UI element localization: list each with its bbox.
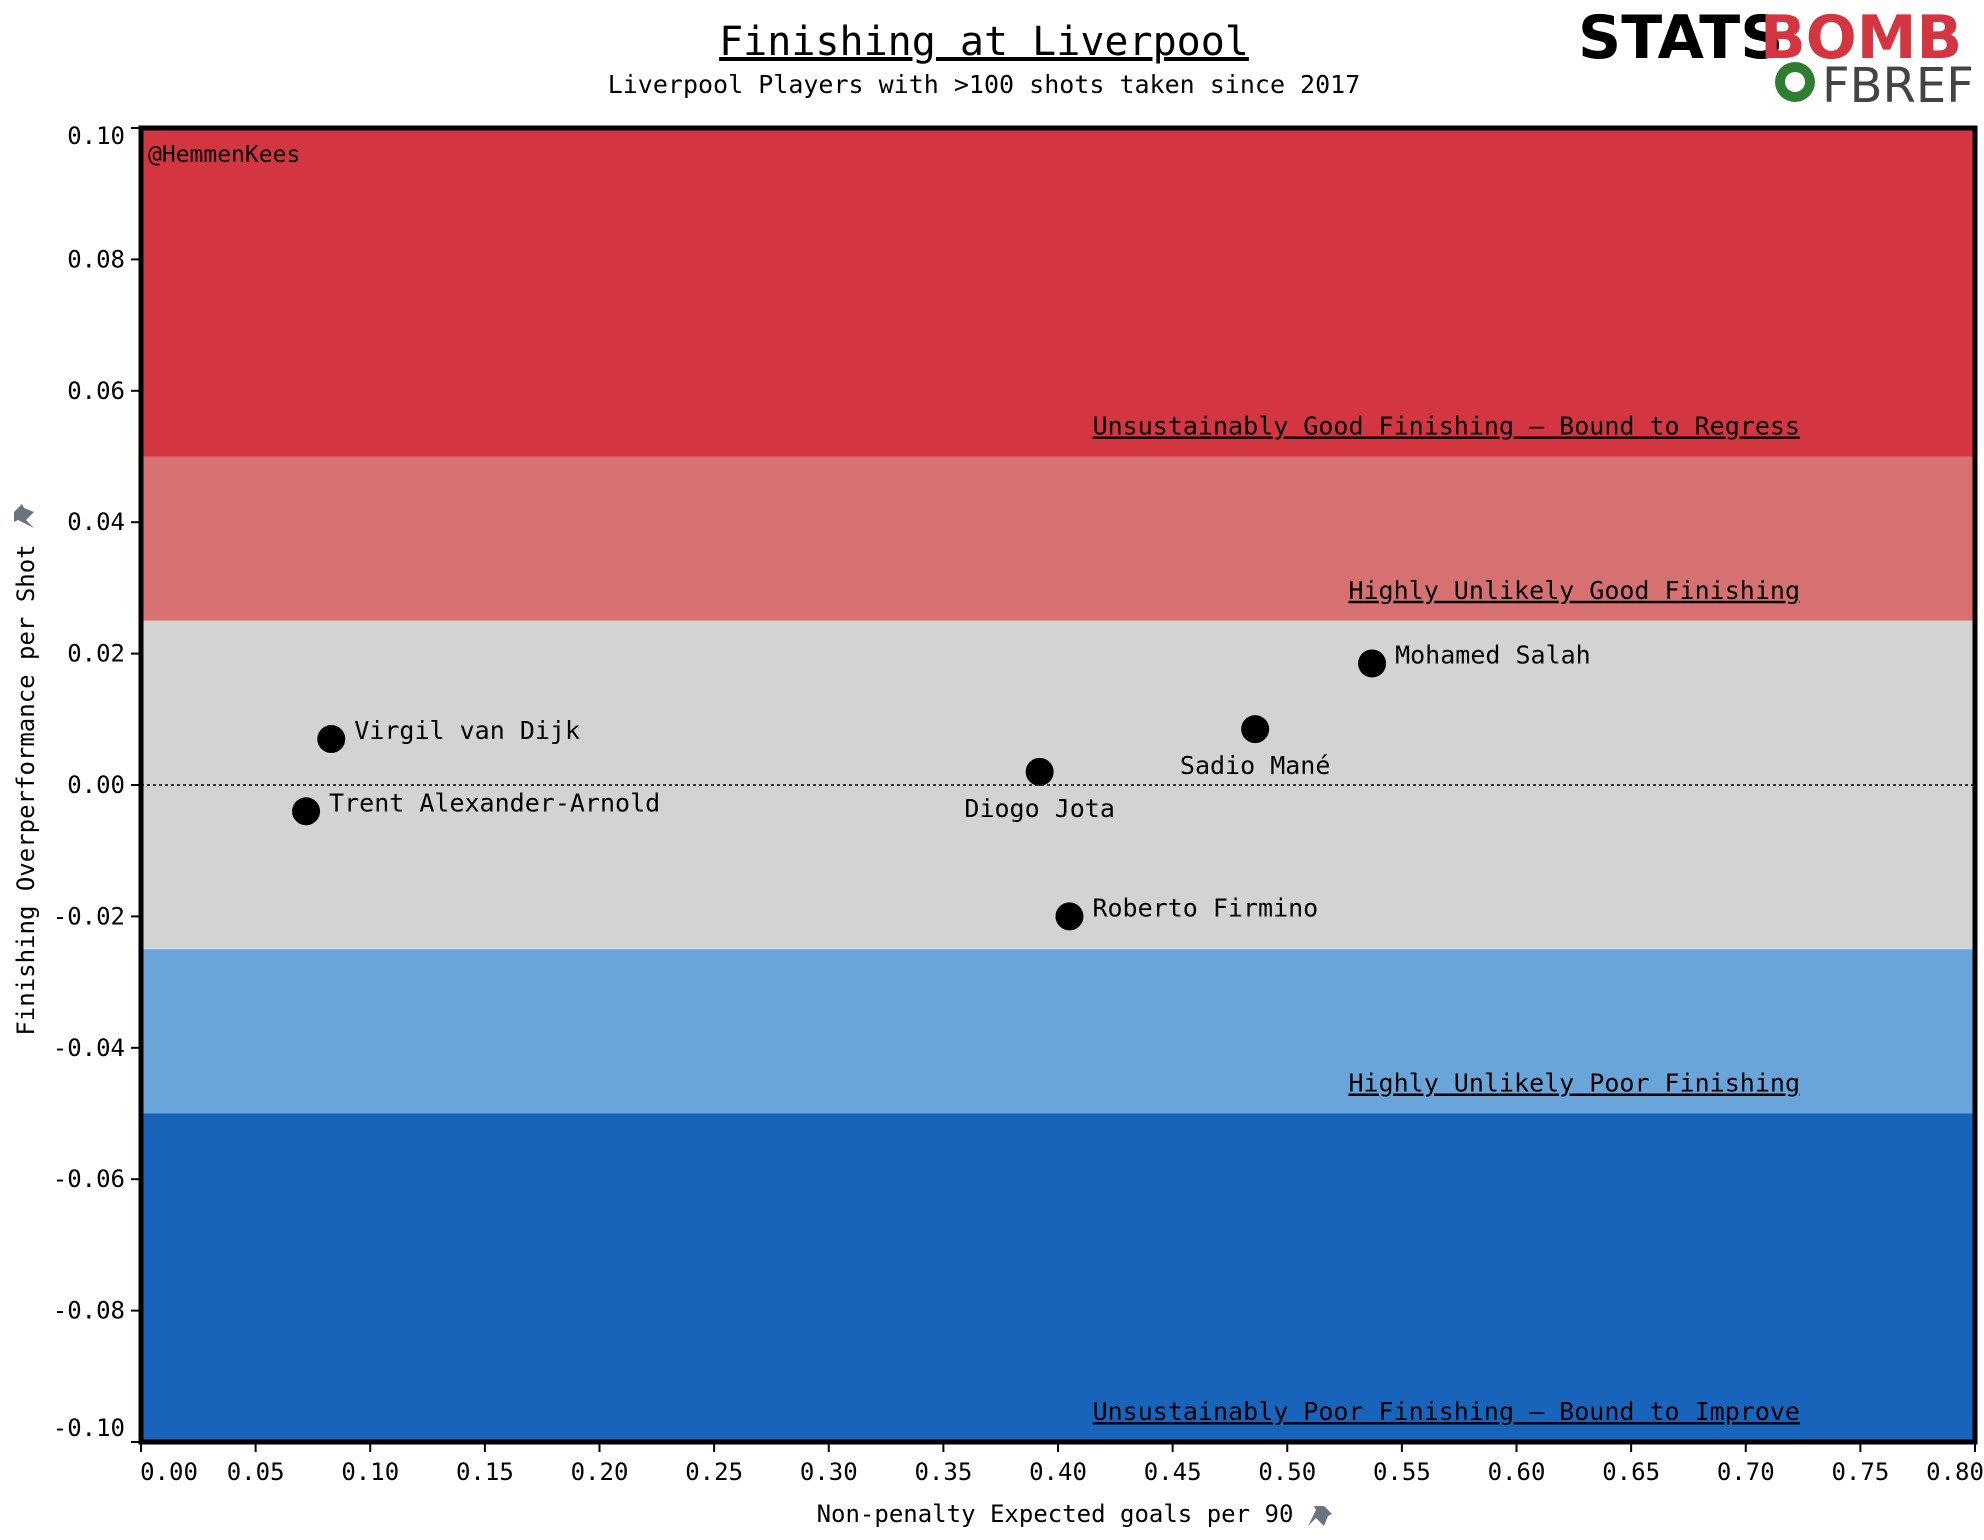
- point-label-1: Trent Alexander-Arnold: [329, 788, 660, 817]
- x-pin-icon: [1308, 1506, 1332, 1526]
- point-5: [1358, 649, 1387, 678]
- y-tick-label-10: -0.10: [53, 1414, 125, 1442]
- y-tick-label-3: 0.04: [67, 508, 125, 536]
- point-label-5: Mohamed Salah: [1395, 640, 1591, 669]
- x-tick-label-7: 0.35: [914, 1458, 972, 1486]
- logo-stats-text: STATS: [1578, 3, 1783, 73]
- y-tick-label-0: 0.10: [67, 122, 125, 150]
- x-tick-label-3: 0.15: [456, 1458, 514, 1486]
- statsbomb-fbref-logo: STATS BOMB FBREF: [1578, 3, 1974, 114]
- band-label-1: Highly Unlikely Good Finishing: [1348, 576, 1800, 605]
- band-label-3: Highly Unlikely Poor Finishing: [1348, 1069, 1800, 1098]
- point-label-2: Diogo Jota: [964, 794, 1115, 823]
- x-tick-label-2: 0.10: [341, 1458, 399, 1486]
- logo-bomb-text: BOMB: [1760, 3, 1962, 73]
- band-1: [141, 456, 1975, 621]
- x-tick-label-4: 0.20: [571, 1458, 629, 1486]
- band-0: [141, 128, 1975, 457]
- point-4: [1241, 715, 1270, 744]
- x-axis-label: Non-penalty Expected goals per 90: [817, 1500, 1294, 1528]
- y-axis-label: Finishing Overperformance per Shot: [12, 544, 40, 1035]
- x-tick-label-0: 0.00: [140, 1458, 198, 1486]
- chart-subtitle: Liverpool Players with >100 shots taken …: [608, 70, 1361, 99]
- bands-layer: [141, 128, 1975, 1442]
- x-tick-label-12: 0.60: [1488, 1458, 1546, 1486]
- y-tick-label-6: -0.02: [53, 902, 125, 930]
- logo-fbref-text: FBREF: [1822, 58, 1974, 114]
- y-tick-label-4: 0.02: [67, 640, 125, 668]
- band-label-0: Unsustainably Good Finishing – Bound to …: [1093, 412, 1800, 441]
- point-1: [292, 797, 321, 826]
- x-tick-label-8: 0.40: [1029, 1458, 1087, 1486]
- chart-title: Finishing at Liverpool: [719, 19, 1249, 65]
- band-4: [141, 1113, 1975, 1442]
- point-label-0: Virgil van Dijk: [354, 716, 580, 745]
- x-tick-label-15: 0.75: [1831, 1458, 1889, 1486]
- x-tick-label-9: 0.45: [1144, 1458, 1202, 1486]
- ticks-layer: 0.00 0.05 0.10 0.15 0.20 0.25 0.30 0.35 0.40 0.45…: [53, 122, 1984, 1486]
- y-tick-label-1: 0.08: [67, 245, 125, 273]
- point-label-3: Roberto Firmino: [1092, 893, 1318, 922]
- band-labels-layer: Unsustainably Good Finishing – Bound to …: [1093, 412, 1800, 1427]
- band-3: [141, 949, 1975, 1114]
- y-tick-label-7: -0.04: [53, 1034, 125, 1062]
- plot-frame: [138, 125, 1978, 1445]
- y-tick-label-2: 0.06: [67, 377, 125, 405]
- y-tick-label-9: -0.08: [53, 1297, 125, 1325]
- x-tick-label-14: 0.70: [1717, 1458, 1775, 1486]
- x-tick-label-10: 0.50: [1258, 1458, 1316, 1486]
- x-tick-label-13: 0.65: [1602, 1458, 1660, 1486]
- y-tick-label-8: -0.06: [53, 1165, 125, 1193]
- x-tick-label-11: 0.55: [1373, 1458, 1431, 1486]
- football-icon: [1775, 62, 1815, 102]
- x-tick-label-6: 0.30: [800, 1458, 858, 1486]
- x-tick-label-5: 0.25: [685, 1458, 743, 1486]
- author-handle: @HemmenKees: [148, 142, 300, 168]
- x-tick-label-1: 0.05: [227, 1458, 285, 1486]
- y-pin-icon: [14, 504, 34, 528]
- point-3: [1055, 902, 1084, 931]
- points-layer: Virgil van Dijk Trent Alexander-Arnold Dio…: [292, 640, 1591, 931]
- point-2: [1025, 757, 1054, 786]
- band-label-4: Unsustainably Poor Finishing – Bound to …: [1093, 1397, 1800, 1426]
- x-tick-label-16: 0.80: [1926, 1458, 1984, 1486]
- y-tick-label-5: 0.00: [67, 771, 125, 799]
- point-label-4: Sadio Mané: [1180, 751, 1331, 780]
- point-0: [317, 725, 346, 754]
- band-2: [141, 620, 1975, 950]
